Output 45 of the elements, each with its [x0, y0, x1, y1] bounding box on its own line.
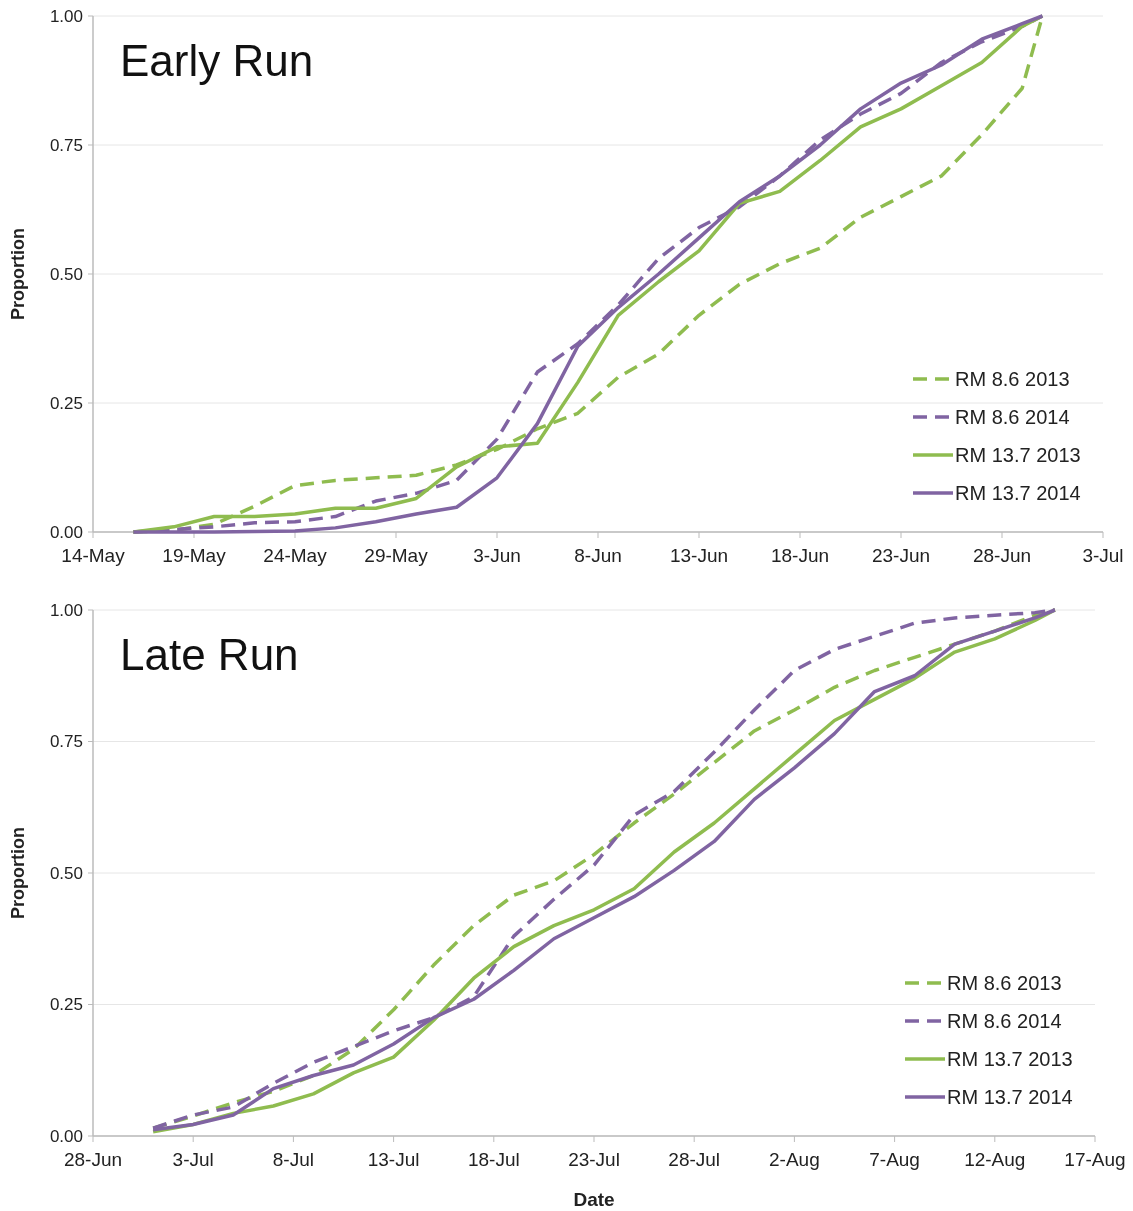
x-tick-label: 18-Jul: [467, 1149, 520, 1170]
x-tick-label: 23-Jun: [871, 545, 931, 566]
x-tick-label: 2-Aug: [769, 1149, 820, 1170]
y-tick-label: 0.25: [49, 393, 83, 413]
x-axis-title: Date: [573, 1189, 615, 1210]
x-tick-label: 18-Jun: [770, 545, 830, 566]
y-tick-label: 0.00: [49, 522, 83, 542]
x-tick-label: 3-Jul: [172, 1149, 214, 1170]
x-tick-label: 13-Jun: [669, 545, 729, 566]
y-axis-title: Proportion: [8, 228, 28, 320]
y-tick-label: 1.00: [49, 6, 83, 26]
y-tick-label: 0.25: [49, 995, 83, 1015]
x-tick-label: 28-Jun: [63, 1149, 123, 1170]
x-tick-label: 19-May: [162, 545, 227, 566]
y-tick-label: 0.50: [49, 264, 83, 284]
x-tick-label: 28-Jun: [972, 545, 1032, 566]
y-tick-label: 1.00: [49, 600, 83, 620]
x-tick-label: 24-May: [263, 545, 328, 566]
x-tick-label: 29-May: [364, 545, 429, 566]
legend-label: RM 8.6 2014: [955, 406, 1070, 428]
y-tick-label: 0.50: [49, 863, 83, 883]
legend-label: RM 8.6 2013: [955, 368, 1070, 390]
legend-label: RM 8.6 2014: [947, 1010, 1062, 1032]
text: Late Run: [120, 630, 299, 679]
text: Early Run: [120, 36, 314, 85]
legend-label: RM 13.7 2013: [947, 1048, 1073, 1070]
y-tick-label: 0.00: [49, 1126, 83, 1146]
legend-label: RM 13.7 2013: [955, 444, 1081, 466]
legend-label: RM 13.7 2014: [947, 1086, 1073, 1108]
y-axis-title: Proportion: [8, 827, 28, 919]
x-tick-label: 23-Jul: [568, 1149, 620, 1170]
y-tick-label: 0.75: [49, 732, 83, 752]
legend-label: RM 13.7 2014: [955, 482, 1081, 504]
x-tick-label: 13-Jul: [367, 1149, 420, 1170]
legend-label: RM 8.6 2013: [947, 972, 1062, 994]
x-tick-label: 8-Jul: [272, 1149, 314, 1170]
x-tick-label: 8-Jun: [574, 545, 622, 566]
y-tick-label: 0.75: [49, 135, 83, 155]
x-tick-label: 12-Aug: [964, 1149, 1026, 1170]
x-tick-label: 28-Jul: [668, 1149, 721, 1170]
x-tick-label: 7-Aug: [869, 1149, 920, 1170]
x-tick-label: 3-Jun: [473, 545, 521, 566]
x-tick-label: 14-May: [61, 545, 126, 566]
x-tick-label: 17-Aug: [1064, 1149, 1126, 1170]
x-tick-label: 3-Jul: [1082, 545, 1124, 566]
